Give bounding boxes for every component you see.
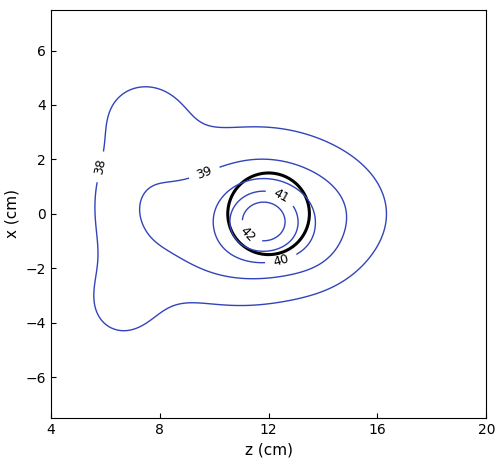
Text: 40: 40: [272, 252, 290, 269]
X-axis label: z (cm): z (cm): [244, 442, 292, 457]
Y-axis label: x (cm): x (cm): [5, 189, 20, 238]
Text: 39: 39: [194, 164, 214, 182]
Text: 42: 42: [238, 224, 258, 245]
Text: 38: 38: [92, 158, 108, 176]
Text: 41: 41: [271, 186, 291, 205]
